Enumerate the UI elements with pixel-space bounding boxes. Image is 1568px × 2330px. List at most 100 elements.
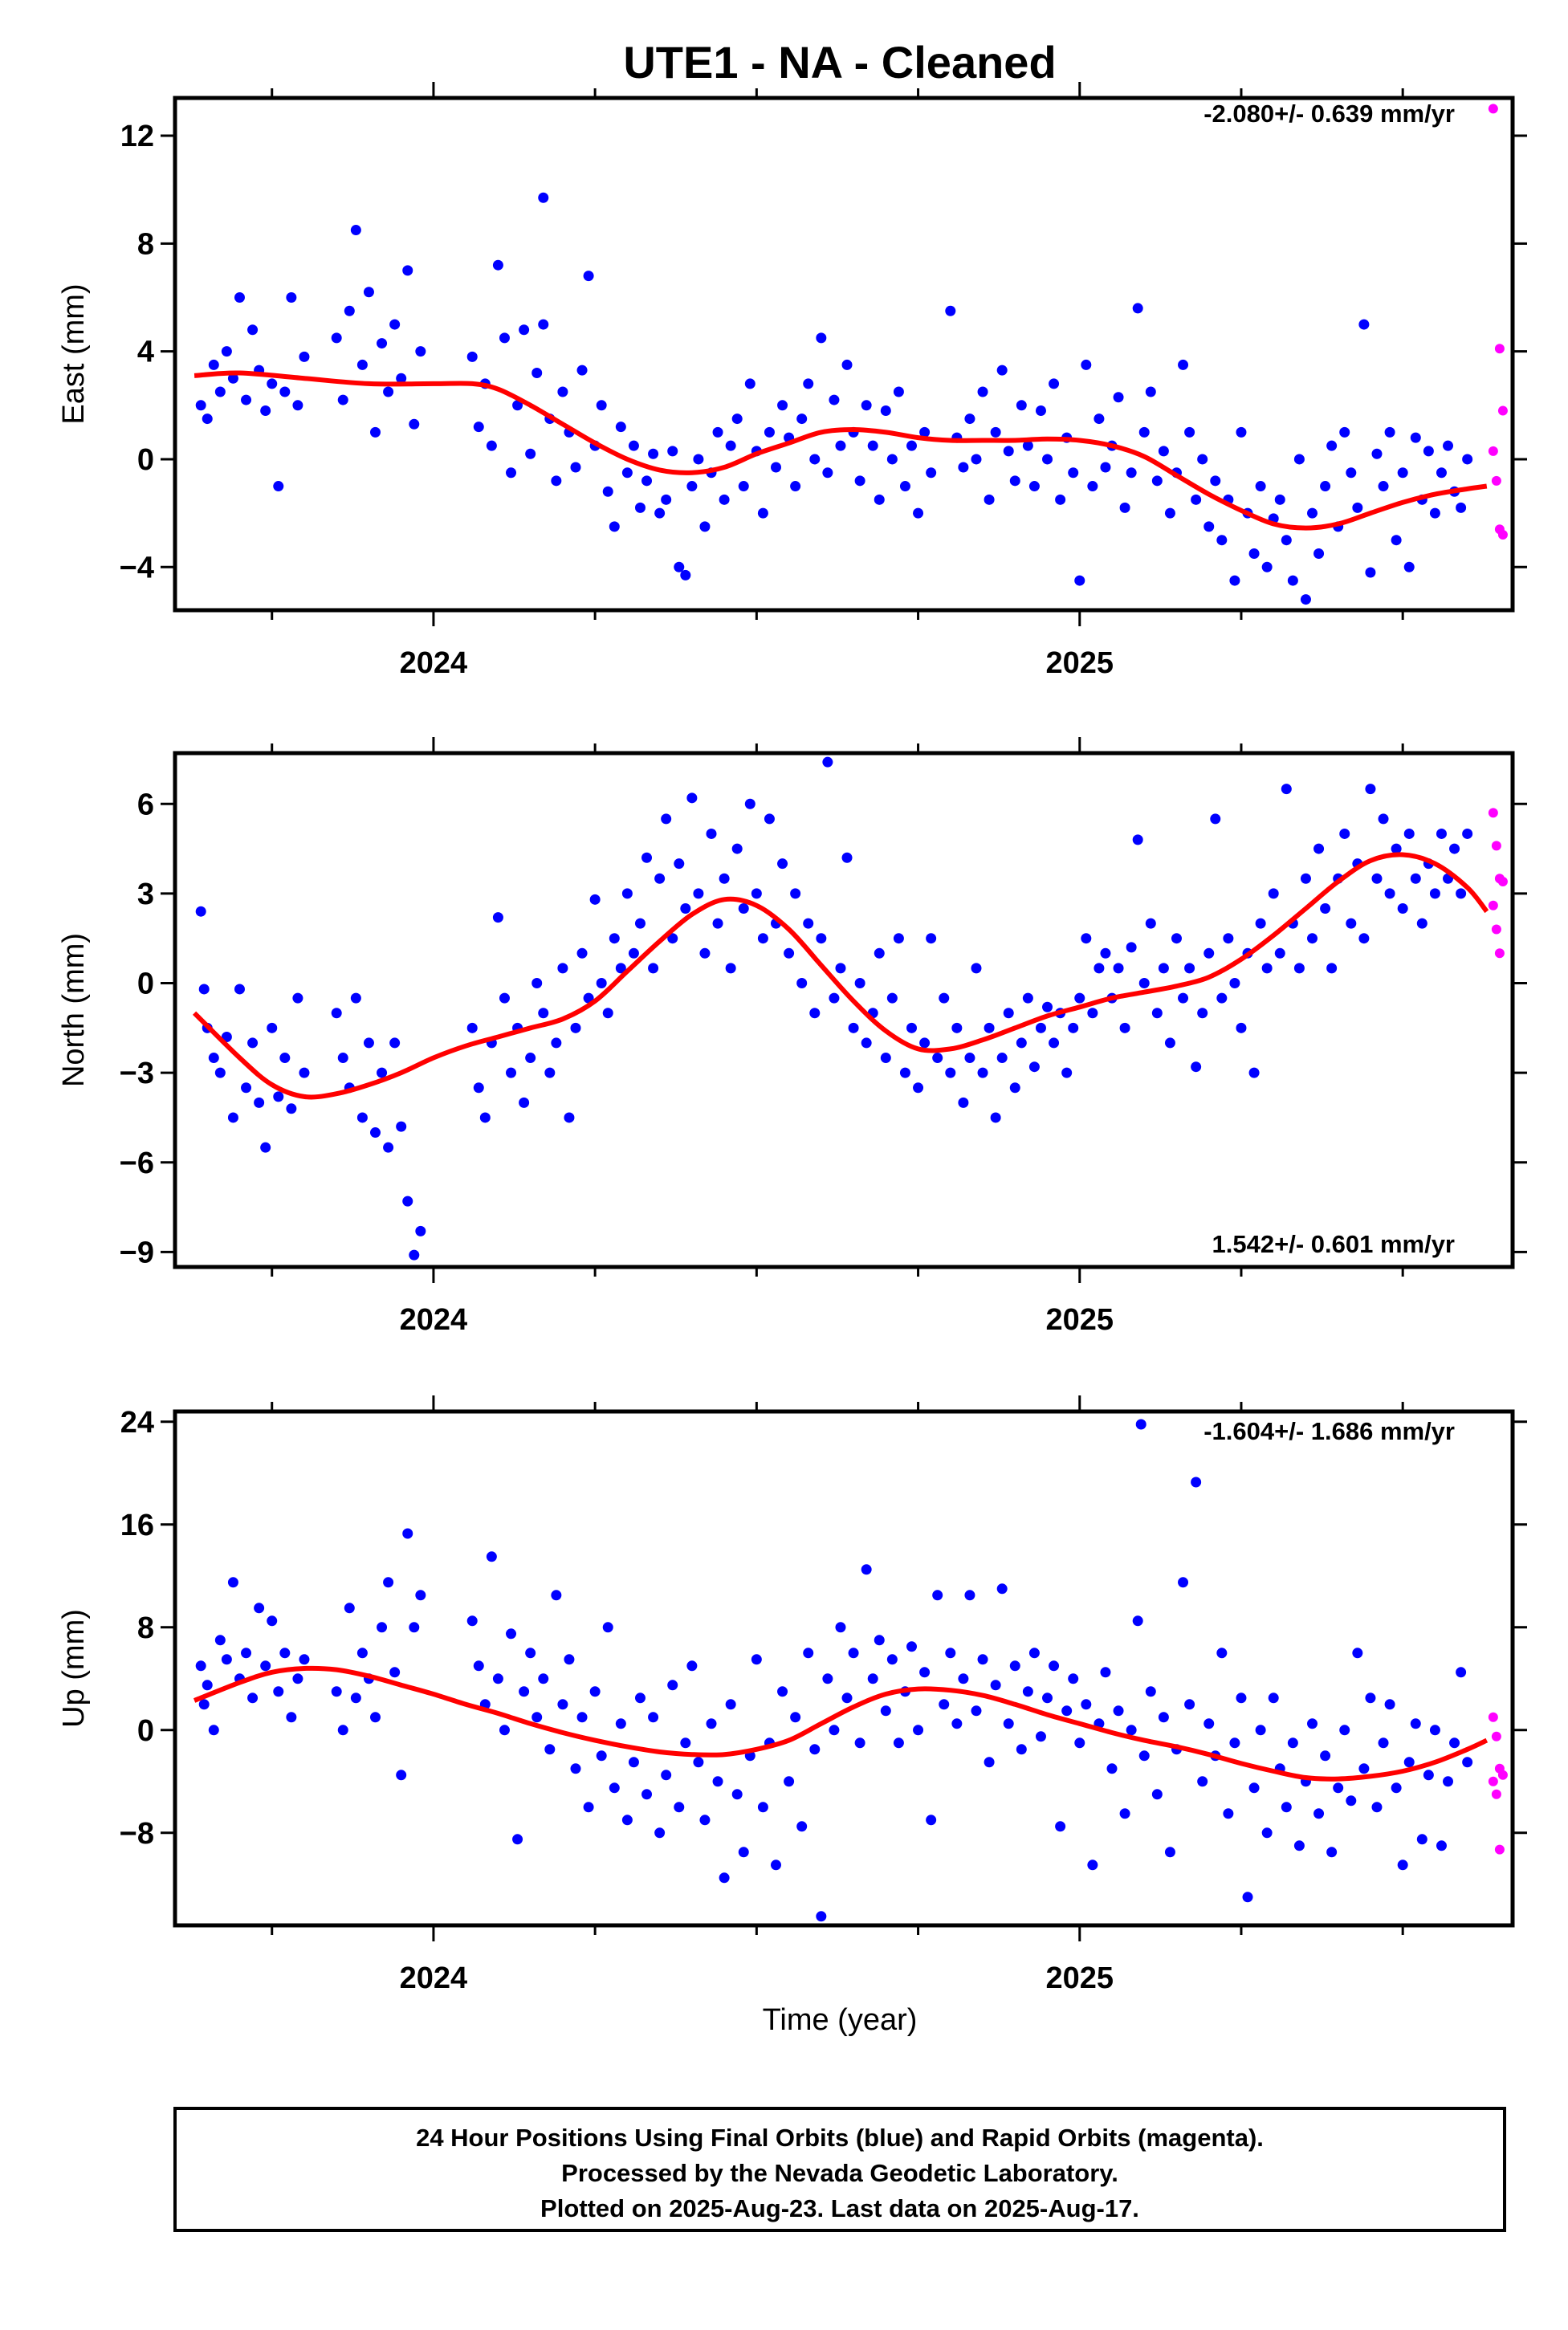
east-final-point <box>570 462 581 473</box>
up-final-point <box>267 1615 278 1627</box>
east-final-point <box>712 426 723 438</box>
north-final-point <box>331 1008 342 1019</box>
up-final-point <box>667 1680 678 1691</box>
north-final-point <box>589 894 601 905</box>
panel-north: 6 3 0 −3 −6 −9 2024 2025 North (mm) 1.542+/- 0.60… <box>57 737 1527 1337</box>
north-points <box>195 756 1508 1261</box>
north-final-point <box>1410 873 1421 884</box>
up-final-point <box>738 1847 749 1858</box>
north-final-point <box>803 918 814 929</box>
east-final-point <box>1371 448 1383 459</box>
east-final-point <box>1119 502 1130 513</box>
north-final-point <box>1061 1067 1073 1078</box>
east-final-point <box>822 467 833 479</box>
east-final-point <box>356 359 368 370</box>
up-final-point <box>299 1654 310 1665</box>
up-final-point <box>369 1712 381 1723</box>
north-final-point <box>570 1022 581 1033</box>
north-final-point <box>602 1008 613 1019</box>
up-final-point <box>1068 1673 1079 1684</box>
north-final-point <box>1313 843 1325 854</box>
east-final-point <box>1132 303 1143 314</box>
up-fit-line <box>193 1665 1489 1782</box>
north-final-point <box>227 1112 238 1123</box>
east-rate-label: -2.080+/- 0.639 mm/yr <box>1203 100 1455 128</box>
up-final-point <box>1261 1827 1273 1839</box>
north-final-point <box>538 1008 549 1019</box>
east-final-point <box>1236 426 1247 438</box>
east-final-point <box>744 378 755 389</box>
east-ytick-label: 4 <box>137 336 154 369</box>
up-final-point <box>661 1770 672 1781</box>
east-final-point <box>1100 462 1111 473</box>
north-final-point <box>1203 947 1215 959</box>
east-final-point <box>350 225 361 236</box>
up-final-point <box>1009 1660 1020 1672</box>
north-final-point <box>1068 1022 1079 1033</box>
east-final-point <box>886 454 898 465</box>
east-rapid-point <box>1491 475 1501 486</box>
up-final-point <box>686 1660 698 1672</box>
north-final-point <box>919 1037 931 1049</box>
north-final-point <box>790 888 801 899</box>
east-final-point <box>1074 575 1085 586</box>
north-rapid-point <box>1497 877 1508 886</box>
footer-line-3: Plotted on 2025-Aug-23. Last data on 202… <box>540 2194 1139 2222</box>
east-final-point <box>1274 494 1285 505</box>
north-final-point <box>377 1067 388 1078</box>
up-final-point <box>525 1648 536 1659</box>
north-final-point <box>674 858 685 870</box>
east-final-point <box>1346 467 1357 479</box>
up-final-point <box>1106 1763 1118 1774</box>
up-final-point <box>506 1628 517 1640</box>
north-final-point <box>906 1022 918 1033</box>
north-final-point <box>990 1112 1001 1123</box>
north-final-point <box>1274 947 1285 959</box>
up-final-point <box>273 1686 284 1697</box>
up-final-point <box>519 1686 530 1697</box>
east-points <box>195 104 1508 605</box>
north-final-point <box>1416 918 1427 929</box>
east-final-point <box>1068 467 1079 479</box>
north-final-point <box>1081 933 1092 944</box>
up-final-point <box>1042 1693 1053 1704</box>
north-final-point <box>557 963 568 974</box>
east-final-point <box>835 440 846 451</box>
up-final-point <box>977 1654 988 1665</box>
north-y-axis-label: North (mm) <box>57 933 91 1087</box>
up-xtick-label: 2025 <box>1045 1961 1114 1995</box>
north-final-point <box>1210 813 1221 825</box>
north-final-point <box>1184 963 1195 974</box>
north-final-point <box>369 1127 381 1139</box>
east-final-point <box>1113 392 1124 403</box>
up-final-point <box>1022 1686 1033 1697</box>
up-final-point <box>803 1648 814 1659</box>
east-final-point <box>1443 440 1454 451</box>
east-final-point <box>1339 426 1350 438</box>
north-final-point <box>1371 873 1383 884</box>
north-rapid-point <box>1488 900 1498 910</box>
north-final-point <box>1191 1061 1202 1073</box>
north-final-point <box>1429 888 1440 899</box>
up-final-point <box>551 1590 562 1601</box>
east-final-point <box>680 569 691 580</box>
north-final-point <box>1397 902 1408 914</box>
north-final-point <box>951 1022 963 1033</box>
east-final-point <box>1081 359 1092 370</box>
footer-box <box>173 2107 1506 2232</box>
north-final-point <box>1236 1022 1247 1033</box>
up-final-point <box>1028 1648 1040 1659</box>
up-final-point <box>260 1660 271 1672</box>
east-frame <box>173 96 1515 613</box>
north-final-point <box>241 1082 252 1094</box>
up-final-point <box>331 1686 342 1697</box>
up-final-point <box>751 1654 762 1665</box>
east-final-point <box>1003 446 1014 457</box>
north-final-point <box>1145 918 1156 929</box>
north-final-point <box>286 1103 297 1114</box>
north-rate-label: 1.542+/- 0.601 mm/yr <box>1212 1230 1455 1258</box>
east-final-point <box>202 413 213 425</box>
east-final-point <box>363 287 374 298</box>
up-final-point <box>208 1725 219 1736</box>
up-ytick-label: 0 <box>137 1714 154 1748</box>
